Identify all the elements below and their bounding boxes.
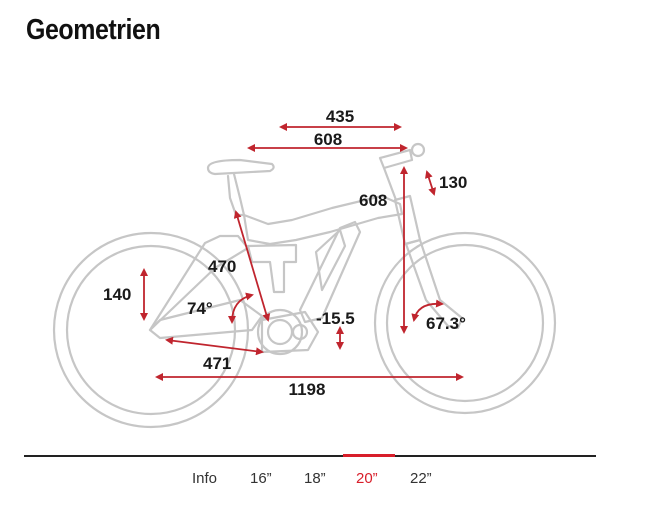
tab-20[interactable]: 20” <box>356 470 378 487</box>
head-tube-line <box>425 170 436 196</box>
rear-shock <box>246 243 298 294</box>
tab-22[interactable]: 22” <box>410 470 432 487</box>
head-angle-label: 67.3° <box>426 314 466 333</box>
tabs-divider <box>24 455 596 457</box>
active-tab-indicator <box>343 454 395 457</box>
seat-tube-label: 470 <box>208 257 236 276</box>
page-title: Geometrien <box>26 14 161 46</box>
tab-18[interactable]: 18” <box>304 470 326 487</box>
tab-info[interactable]: Info <box>192 470 218 487</box>
stack-label: 608 <box>359 191 387 210</box>
front-wheel <box>373 231 557 415</box>
tab-16[interactable]: 16” <box>250 470 272 487</box>
seat-tube-line <box>233 210 271 322</box>
bb-height-label: 140 <box>103 285 131 304</box>
wheelbase-label: 1198 <box>289 380 326 399</box>
down-tube <box>298 220 362 324</box>
bb-drop-label: -15.5 <box>316 309 355 328</box>
top-tube-label: 608 <box>314 130 342 149</box>
head-angle-arc <box>411 299 444 322</box>
saddle <box>206 158 275 176</box>
seat-angle-arc <box>228 292 254 324</box>
reach-label: 435 <box>326 107 354 126</box>
chainstay-label: 471 <box>203 354 231 373</box>
dimension-lines <box>140 123 464 381</box>
chainstay-line <box>165 336 264 356</box>
motor <box>256 308 304 356</box>
head-tube-label: 130 <box>439 173 467 192</box>
size-tabs: Info 16” 18” 20” 22” <box>0 470 651 490</box>
seat-angle-label: 74° <box>187 299 213 318</box>
